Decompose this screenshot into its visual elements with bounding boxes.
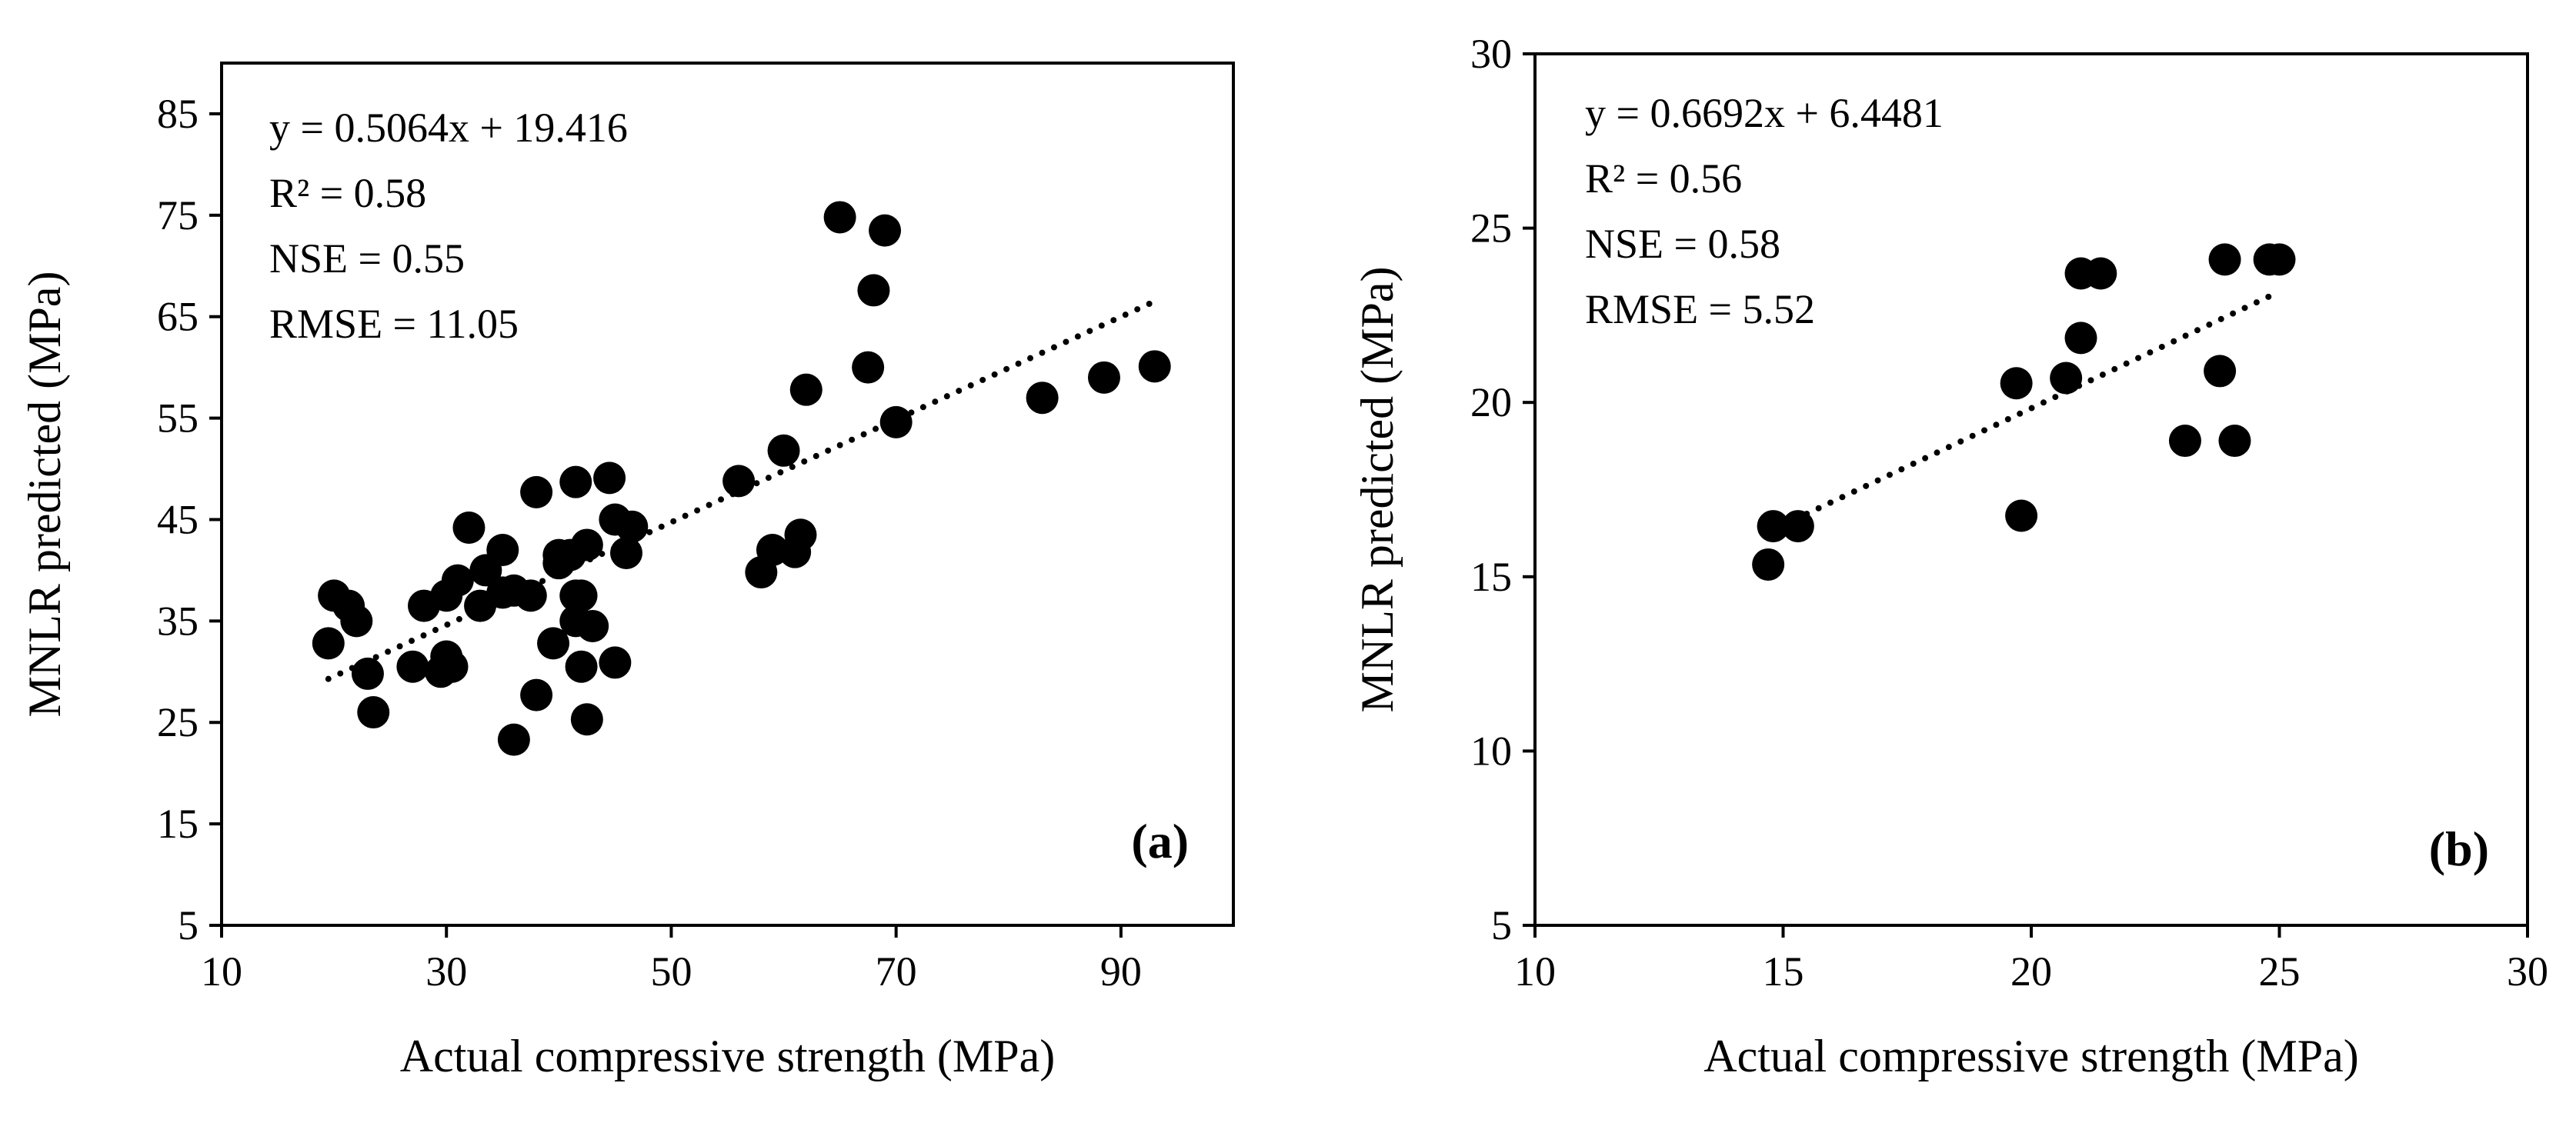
y-tick-label-b: 15 <box>1470 554 1512 600</box>
data-point-a <box>396 650 429 683</box>
data-point-a <box>565 650 598 683</box>
y-tick-label-a: 65 <box>157 294 199 340</box>
data-point-a <box>340 605 373 638</box>
data-point-a <box>722 465 756 498</box>
x-axis-title-b: Actual compressive strength (MPa) <box>1703 1031 2358 1081</box>
data-point-a <box>879 405 913 438</box>
x-tick-label-a: 30 <box>425 948 467 995</box>
data-point-b <box>1752 548 1785 581</box>
y-tick-label-a: 25 <box>157 699 199 745</box>
data-point-a <box>593 462 626 495</box>
data-point-b <box>2208 243 2241 276</box>
data-point-a <box>520 678 553 711</box>
data-point-a <box>1087 361 1120 394</box>
data-point-a <box>789 373 823 406</box>
x-tick-label-a: 10 <box>201 948 242 995</box>
data-point-a <box>441 564 474 597</box>
x-tick-label-b: 30 <box>2507 948 2548 995</box>
data-point-a <box>452 512 486 545</box>
x-tick-label-b: 15 <box>1763 948 1804 995</box>
data-point-b <box>2168 425 2201 458</box>
data-point-a <box>1138 350 1171 383</box>
y-tick-label-a: 45 <box>157 496 199 542</box>
data-point-a <box>869 214 902 247</box>
trendline-a <box>325 298 1158 682</box>
trendline-b <box>1780 288 2283 528</box>
x-tick-label-a: 70 <box>876 948 917 995</box>
y-tick-label-b: 30 <box>1470 31 1512 77</box>
data-point-a <box>514 579 547 612</box>
data-point-a <box>351 657 384 690</box>
data-point-a <box>852 351 885 384</box>
data-point-a <box>312 627 345 660</box>
x-tick-label-b: 20 <box>2010 948 2052 995</box>
y-axis-title-b: MNLR predicted (MPa) <box>1352 267 1403 713</box>
y-tick-label-b: 20 <box>1470 379 1512 425</box>
data-point-a <box>520 475 553 508</box>
data-point-a <box>616 510 649 543</box>
data-point-b <box>2204 355 2237 388</box>
data-point-b <box>2218 425 2251 458</box>
panel-label-a: (a) <box>1131 814 1189 868</box>
data-point-a <box>1026 382 1059 415</box>
data-point-a <box>784 518 817 552</box>
data-point-b <box>2000 367 2033 400</box>
y-tick-label-a: 15 <box>157 801 199 847</box>
x-tick-label-a: 90 <box>1100 948 1142 995</box>
data-point-b <box>2050 362 2083 395</box>
y-tick-label-a: 5 <box>178 902 199 948</box>
x-axis-title-a: Actual compressive strength (MPa) <box>400 1031 1055 1081</box>
annotation-a: NSE = 0.55 <box>269 235 465 282</box>
data-point-a <box>857 274 890 307</box>
y-tick-label-b: 5 <box>1491 902 1512 948</box>
data-point-a <box>357 696 390 729</box>
data-point-a <box>435 650 469 683</box>
data-point-b <box>2263 243 2296 276</box>
data-point-b <box>1781 510 1814 543</box>
data-point-a <box>497 723 530 756</box>
annotation-a: R² = 0.58 <box>269 170 426 216</box>
data-point-a <box>576 609 609 642</box>
data-point-b <box>2064 322 2097 355</box>
data-point-a <box>570 528 603 562</box>
annotation-a: y = 0.5064x + 19.416 <box>269 105 628 151</box>
y-axis-title-a: MNLR predicted (MPa) <box>19 272 70 718</box>
data-point-b <box>1757 510 1790 543</box>
data-point-a <box>570 703 603 736</box>
y-tick-label-a: 75 <box>157 192 199 238</box>
data-point-a <box>537 627 570 660</box>
y-tick-label-a: 85 <box>157 91 199 137</box>
data-point-a <box>610 536 642 569</box>
y-tick-label-a: 35 <box>157 598 199 644</box>
chart-panel-a: 10 30 50 70 90 5 15 25 35 45 55 65 75 85 Actual compre… <box>19 62 1235 1081</box>
x-tick-label-b: 10 <box>1514 948 1556 995</box>
annotation-b: RMSE = 5.52 <box>1585 286 1815 332</box>
data-point-a <box>823 201 856 234</box>
data-point-a <box>767 434 800 467</box>
panel-label-b: (b) <box>2429 821 2489 876</box>
annotation-b: NSE = 0.58 <box>1585 221 1780 267</box>
data-point-a <box>599 646 632 679</box>
data-point-b <box>2005 499 2038 532</box>
x-tick-label-a: 50 <box>650 948 692 995</box>
y-tick-label-a: 55 <box>157 395 199 442</box>
x-tick-label-b: 25 <box>2259 948 2301 995</box>
data-point-a <box>559 465 592 498</box>
annotation-b: R² = 0.56 <box>1585 155 1742 202</box>
y-tick-label-b: 25 <box>1470 205 1512 252</box>
data-point-a <box>565 579 598 612</box>
plot-frame-a <box>220 62 1235 927</box>
y-tick-label-b: 10 <box>1470 728 1512 774</box>
annotation-b: y = 0.6692x + 6.4481 <box>1585 90 1944 136</box>
data-point-b <box>2084 257 2117 290</box>
annotation-a: RMSE = 11.05 <box>269 301 519 347</box>
data-point-a <box>486 534 519 567</box>
